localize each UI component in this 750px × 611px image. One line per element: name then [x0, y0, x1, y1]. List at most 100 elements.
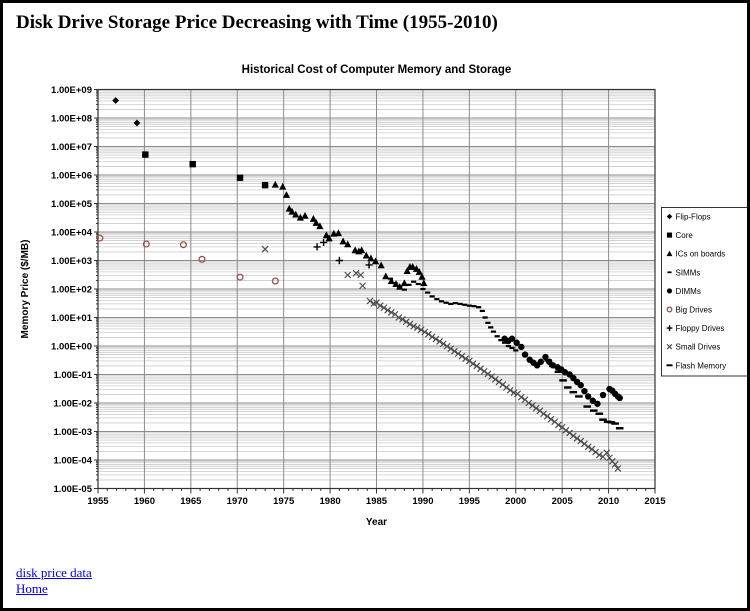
data-point	[421, 328, 429, 336]
data-point	[358, 246, 366, 254]
data-point	[417, 326, 425, 334]
data-point	[476, 306, 482, 309]
data-point	[397, 285, 403, 288]
data-point	[614, 465, 622, 473]
data-point	[296, 213, 304, 221]
data-point	[488, 373, 496, 380]
data-point	[513, 349, 519, 352]
data-point	[312, 219, 320, 226]
data-point	[420, 287, 426, 291]
legend-label: Big Drives	[676, 306, 712, 315]
data-point	[584, 443, 592, 451]
data-point	[403, 267, 411, 274]
x-tick-label: 2015	[644, 496, 666, 507]
data-point	[387, 309, 395, 316]
data-point	[509, 346, 515, 350]
legend-label: DIMMs	[676, 287, 701, 296]
data-point	[479, 309, 485, 313]
data-point	[616, 394, 623, 402]
y-tick-label: 1.00E+01	[51, 313, 93, 324]
legend-item-flip-flops: Flip-Flops	[666, 213, 711, 222]
y-tick-label: 1.00E-04	[53, 456, 92, 467]
memory-price-chart: 1.00E+09 1.00E+08 1.00E+07 1.00E+06 1.00E+05…	[20, 64, 747, 528]
series-simms	[387, 277, 519, 352]
y-tick-label: 1.00E+07	[51, 142, 92, 153]
data-point	[562, 426, 570, 434]
data-point	[189, 160, 196, 168]
data-point	[485, 321, 491, 324]
footer-links: disk price data Home	[16, 565, 92, 597]
legend-box	[661, 207, 747, 377]
data-point	[428, 333, 436, 341]
data-point	[577, 382, 584, 389]
data-point	[569, 432, 577, 440]
legend-item-dimms: DIMMs	[666, 287, 701, 296]
data-point	[142, 151, 149, 158]
data-point	[418, 272, 426, 280]
data-point	[517, 393, 525, 401]
data-point	[498, 339, 504, 342]
disk-price-data-link[interactable]: disk price data	[16, 565, 92, 580]
data-point	[448, 302, 454, 306]
data-point	[462, 303, 468, 306]
data-point	[367, 254, 375, 262]
data-point	[666, 325, 673, 331]
x-tick-label: 1955	[87, 496, 109, 507]
data-point	[666, 306, 673, 313]
legend-item-big-drives: Big Drives	[666, 306, 712, 315]
data-point	[359, 282, 366, 290]
data-point	[595, 451, 603, 459]
legend-item-floppy-drives: Floppy Drives	[666, 324, 724, 333]
data-point	[411, 280, 417, 283]
data-point	[301, 212, 309, 219]
data-point	[566, 429, 574, 437]
home-link[interactable]: Home	[16, 581, 48, 596]
legend-label: Flash Memory	[676, 361, 727, 370]
series-dimms	[501, 335, 623, 407]
legend: Flip-Flops Core ICs on boards SIMMs DIMMs Big…	[661, 207, 747, 377]
data-point	[365, 261, 373, 269]
data-point	[542, 353, 549, 361]
data-point	[400, 279, 408, 287]
data-point	[506, 386, 514, 394]
data-point	[316, 222, 324, 230]
y-tick-label: 1.00E+05	[51, 199, 93, 210]
data-point	[395, 314, 403, 321]
data-point	[599, 391, 607, 399]
series-ics-on-boards	[271, 180, 428, 290]
axis-ticks	[94, 89, 656, 494]
y-tick-label: 1.00E+04	[51, 228, 93, 239]
data-point	[261, 245, 269, 253]
x-tick-label: 1975	[273, 496, 295, 507]
data-point	[457, 302, 463, 306]
y-tick-label: 1.00E+00	[51, 342, 92, 353]
y-axis-title: Memory Price ($/MB)	[20, 240, 31, 339]
data-point	[384, 306, 392, 314]
data-point	[543, 412, 551, 420]
data-point	[429, 295, 435, 298]
x-tick-label: 2000	[505, 496, 526, 507]
y-tick-label: 1.00E-02	[53, 399, 92, 410]
data-point	[406, 320, 414, 328]
legend-item-ics-on-boards: ICs on boards	[666, 250, 725, 259]
data-point	[584, 393, 592, 400]
legend-item-simms: SIMMs	[667, 268, 700, 277]
legend-item-core: Core	[666, 231, 693, 240]
data-point	[382, 272, 390, 280]
data-point	[366, 297, 374, 305]
legend-label: Flip-Flops	[676, 213, 711, 222]
data-point	[473, 362, 481, 370]
data-point	[376, 302, 384, 310]
data-point	[583, 405, 592, 408]
data-point	[595, 412, 604, 415]
data-point	[399, 315, 406, 323]
x-tick-label: 1990	[412, 496, 433, 507]
data-point	[525, 399, 533, 407]
series-small-drives	[261, 245, 622, 473]
data-point	[313, 243, 321, 251]
data-point	[615, 427, 624, 430]
data-point	[521, 351, 529, 358]
data-point	[309, 215, 317, 222]
data-point	[577, 437, 585, 445]
series-flip-flops	[112, 97, 141, 127]
